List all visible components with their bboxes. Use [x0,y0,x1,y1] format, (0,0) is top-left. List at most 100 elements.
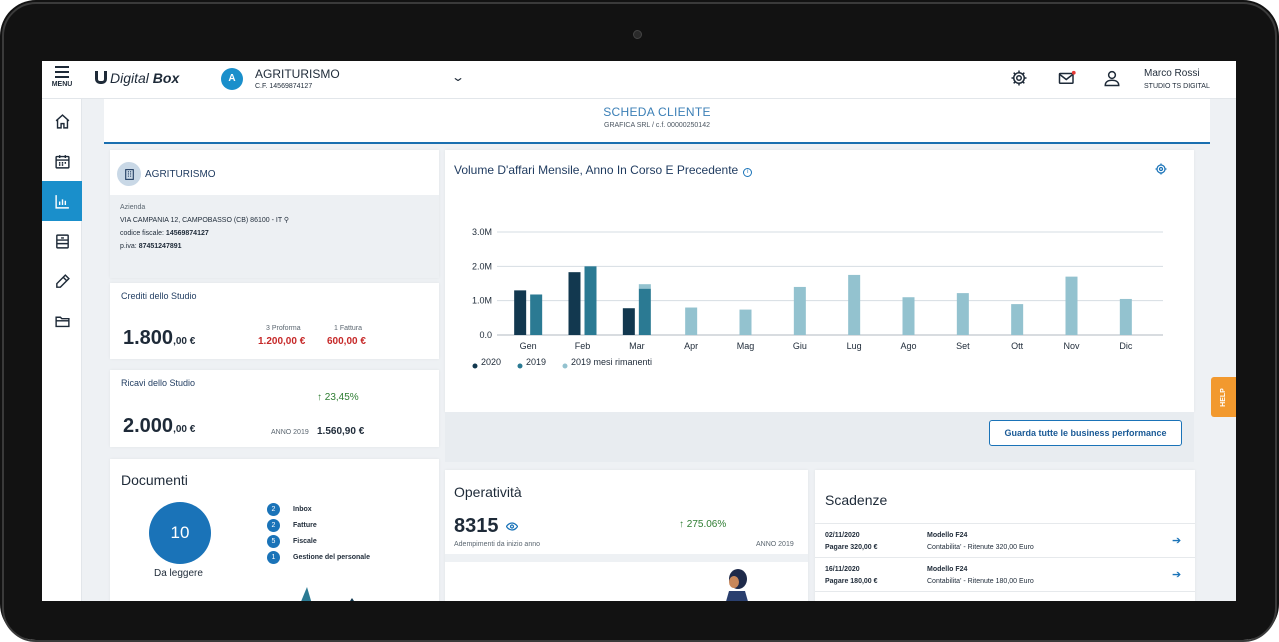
arrow-right-icon[interactable]: ➔ [1172,535,1182,547]
bar-2019-remaining [1119,298,1132,335]
logo-mark-icon [95,71,107,84]
bar-2019-remaining [902,297,915,335]
operativita-title: Operatività [454,484,522,500]
deadline-date: 02/11/2020 [825,532,860,539]
arrow-right-icon[interactable]: ➔ [1172,569,1182,581]
x-tick-label: Nov [1063,341,1080,351]
x-tick-label: Lug [847,341,862,351]
deadline-desc: Contabilita' - Ritenute 320,00 Euro [927,544,1034,551]
doc-label: Inbox [293,505,312,513]
x-tick-label: Ott [1011,341,1024,351]
doc-count-badge: 1 [267,550,280,564]
x-tick-label: Apr [684,341,698,351]
client-piva-label: p.iva: [120,243,137,250]
bar-2019 [638,288,651,335]
credits-title: Crediti dello Studio [121,291,197,301]
proforma-label: 3 Proforma [266,325,301,332]
deadline-amount: Pagare 180,00 € [825,578,878,585]
sidebar-item-calendar[interactable] [42,141,82,181]
revenue-title: Ricavi dello Studio [121,378,196,388]
client-type: Azienda [120,204,146,211]
user-name[interactable]: Marco Rossi [1144,68,1200,79]
mail-icon[interactable] [1058,69,1076,87]
doc-item-fiscale[interactable]: 5 Fiscale [267,534,317,548]
revenue-card[interactable]: Ricavi dello Studio ↑ 23,45% 2.000,00 € … [110,370,439,447]
invoice-label: 1 Fattura [334,325,363,332]
settings-icon[interactable] [1010,69,1028,87]
user-icon[interactable] [1103,69,1121,87]
y-tick-label: 0.0 [479,330,492,340]
credits-amount-dec: ,00 € [173,336,196,347]
operativita-year: ANNO 2019 [756,541,794,548]
doc-label: Fatture [293,521,317,529]
legend-label: 2019 mesi rimanenti [571,357,652,367]
credits-amount-int: 1.800 [123,327,174,349]
company-cf: C.F. 14569874127 [255,83,313,90]
client-card-header: AGRITURISMO [110,150,439,195]
doc-item-personale[interactable]: 1 Gestione del personale [267,550,370,564]
location-pin-icon[interactable]: ⚲ [283,217,290,224]
help-label: HELP [1219,387,1227,407]
client-cf-value: 14569874127 [165,230,209,237]
proforma-value: 1.200,00 € [258,336,306,347]
x-tick-label: Ago [900,341,916,351]
x-tick-label: Giu [793,341,807,351]
menu-label: MENU [51,81,73,88]
client-card: AGRITURISMO Azienda VIA CAMPANIA 12, CAM… [110,150,439,278]
invoice-value: 600,00 € [327,336,366,347]
x-tick-label: Mar [629,341,645,351]
performance-bar: Guarda tutte le business performance [445,412,1194,462]
top-bar: MENU Digital Box A AGRITURISMO C.F. 1456… [42,61,1236,99]
deadline-date: 16/11/2020 [825,566,860,573]
legend-label: 2020 [481,357,501,367]
client-piva-value: 87451247891 [138,243,182,250]
doc-count-badge: 2 [267,502,280,516]
sidebar-item-folder[interactable] [42,301,82,341]
bar-chart: 0.0 1.0M 2.0M 3.0M Gen Feb Mar Apr Mag Giu Lug Ago S… [472,227,1163,369]
revenue-prev-label: ANNO 2019 [271,429,309,436]
legend-marker [472,363,478,369]
deadline-row[interactable]: 16/11/2020 Pagare 180,00 € Modello F24 C… [815,557,1195,591]
chart-title: Volume D'affari Mensile, Anno In Corso E… [454,163,753,177]
divider [445,554,808,562]
chart-settings-icon[interactable] [1155,163,1167,175]
eye-icon[interactable] [506,522,518,531]
sidebar-item-business[interactable] [42,181,82,221]
scadenze-title: Scadenze [825,492,888,508]
doc-label: Fiscale [293,537,317,545]
deadline-row[interactable]: 02/11/2020 Pagare 320,00 € Modello F24 C… [815,523,1195,557]
client-cf-label: codice fiscale: [120,230,164,237]
bar-2019-remaining [793,286,806,335]
business-performance-button[interactable]: Guarda tutte le business performance [989,420,1182,446]
credits-card[interactable]: Crediti dello Studio 1.800,00 € 3 Profor… [110,283,439,359]
x-tick-label: Feb [575,341,591,351]
archive-icon [55,233,69,249]
company-name[interactable]: AGRITURISMO [255,67,340,81]
client-piva-row: p.iva: 87451247891 [120,240,439,253]
chevron-down-icon[interactable]: ⌄ [450,70,466,84]
legend-marker [562,363,568,369]
sidebar-item-sign[interactable] [42,261,82,301]
camera [633,30,642,39]
operativita-card[interactable]: Operatività 8315 ↑ 275.06% Adempimenti d… [445,470,808,601]
documents-card[interactable]: Documenti 10 Da leggere 2 Inbox 2 Fatture … [110,459,439,601]
x-tick-label: Mag [737,341,755,351]
sidebar-item-home[interactable] [42,101,82,141]
company-avatar: A [221,68,243,90]
to-read-count[interactable]: 10 [149,502,211,564]
legend-marker [517,363,523,369]
deadline-amount: Pagare 320,00 € [825,544,878,551]
bar-2020 [622,308,635,335]
app-logo[interactable]: Digital Box [95,70,179,86]
sidebar-item-archive[interactable] [42,221,82,261]
help-tab[interactable]: HELP [1211,377,1236,417]
menu-button[interactable]: MENU [42,61,82,99]
doc-item-inbox[interactable]: 2 Inbox [267,502,312,516]
doc-item-fatture[interactable]: 2 Fatture [267,518,317,532]
info-icon[interactable]: i [743,168,753,177]
deadline-row-divider [815,591,1195,601]
deadline-desc: Contabilita' - Ritenute 180,00 Euro [927,578,1034,585]
to-read-label: Da leggere [154,568,203,579]
logo-text: Digital [110,70,149,86]
calendar-icon [54,154,70,169]
